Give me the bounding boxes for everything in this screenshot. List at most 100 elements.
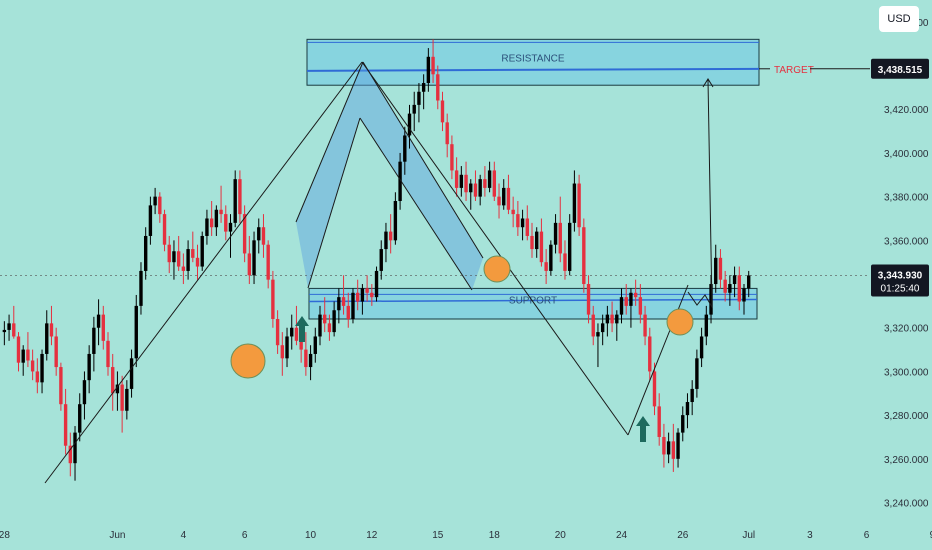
candle-body[interactable] xyxy=(120,384,124,411)
candle-body[interactable] xyxy=(351,292,355,319)
candle-body[interactable] xyxy=(421,83,426,92)
candle-body[interactable] xyxy=(539,231,544,263)
candle-body[interactable] xyxy=(633,292,638,298)
candle-body[interactable] xyxy=(445,122,449,145)
candle-body[interactable] xyxy=(365,288,369,293)
candle-body[interactable] xyxy=(290,327,294,337)
candle-body[interactable] xyxy=(497,196,501,206)
candle-body[interactable] xyxy=(426,56,431,84)
candle-body[interactable] xyxy=(153,196,157,206)
candle-body[interactable] xyxy=(26,349,30,361)
candle-body[interactable] xyxy=(379,249,383,271)
candle-body[interactable] xyxy=(657,406,661,437)
candle-body[interactable] xyxy=(742,288,746,302)
candle-body[interactable] xyxy=(313,336,317,354)
candle-body[interactable] xyxy=(337,297,341,311)
candle-body[interactable] xyxy=(530,235,534,250)
candle-body[interactable] xyxy=(492,170,497,197)
candle-body[interactable] xyxy=(558,222,562,254)
candle-body[interactable] xyxy=(629,292,633,306)
candle-body[interactable] xyxy=(520,218,525,228)
candle-body[interactable] xyxy=(181,266,186,271)
candle-body[interactable] xyxy=(440,100,445,123)
candle-body[interactable] xyxy=(16,336,21,363)
candle-body[interactable] xyxy=(115,384,120,394)
candle-body[interactable] xyxy=(21,349,25,363)
candle-body[interactable] xyxy=(355,292,360,302)
candle-body[interactable] xyxy=(219,209,223,215)
candle-body[interactable] xyxy=(129,358,134,389)
candle-body[interactable] xyxy=(224,214,228,232)
candle-body[interactable] xyxy=(728,284,732,293)
candle-body[interactable] xyxy=(648,336,652,372)
candle-body[interactable] xyxy=(304,349,308,368)
candle-body[interactable] xyxy=(685,402,690,416)
candle-body[interactable] xyxy=(567,222,572,271)
candle-body[interactable] xyxy=(544,262,548,271)
candle-body[interactable] xyxy=(266,244,270,280)
candle-body[interactable] xyxy=(638,297,643,315)
candle-body[interactable] xyxy=(139,270,143,306)
candle-body[interactable] xyxy=(261,227,266,245)
candle-body[interactable] xyxy=(605,314,610,324)
candle-body[interactable] xyxy=(487,170,492,188)
candle-body[interactable] xyxy=(191,249,195,258)
candle-body[interactable] xyxy=(87,353,91,381)
candle-body[interactable] xyxy=(200,235,204,267)
candle-body[interactable] xyxy=(308,353,313,368)
candle-body[interactable] xyxy=(403,135,407,162)
candle-body[interactable] xyxy=(502,187,506,206)
candle-body[interactable] xyxy=(148,205,153,236)
candle-body[interactable] xyxy=(30,360,35,372)
candle-body[interactable] xyxy=(643,314,647,337)
candle-body[interactable] xyxy=(92,327,96,354)
candle-body[interactable] xyxy=(690,388,694,403)
candle-body[interactable] xyxy=(360,288,365,302)
candle-body[interactable] xyxy=(709,284,713,315)
candle-body[interactable] xyxy=(2,329,7,333)
candle-body[interactable] xyxy=(718,257,723,280)
candle-body[interactable] xyxy=(388,231,393,241)
candle-body[interactable] xyxy=(280,345,285,359)
candle-body[interactable] xyxy=(257,227,261,241)
candle-body[interactable] xyxy=(596,332,600,337)
candle-body[interactable] xyxy=(82,380,87,405)
candle-body[interactable] xyxy=(483,179,487,188)
candle-body[interactable] xyxy=(586,284,591,315)
candle-body[interactable] xyxy=(577,183,581,228)
candle-body[interactable] xyxy=(271,279,275,319)
candle-body[interactable] xyxy=(167,244,171,263)
candle-body[interactable] xyxy=(106,340,110,368)
candle-body[interactable] xyxy=(134,305,138,359)
candle-body[interactable] xyxy=(671,441,676,459)
candle-body[interactable] xyxy=(511,209,515,215)
candle-body[interactable] xyxy=(327,323,332,333)
candle-body[interactable] xyxy=(549,244,553,271)
candle-body[interactable] xyxy=(398,161,402,202)
candle-body[interactable] xyxy=(469,183,473,193)
candle-body[interactable] xyxy=(666,441,671,455)
candle-body[interactable] xyxy=(652,371,657,407)
candle-body[interactable] xyxy=(464,174,468,193)
candle-body[interactable] xyxy=(525,218,529,236)
candle-body[interactable] xyxy=(162,214,167,245)
candle-body[interactable] xyxy=(59,367,63,405)
candle-body[interactable] xyxy=(186,249,190,271)
candle-body[interactable] xyxy=(275,318,280,346)
candle-body[interactable] xyxy=(125,388,129,411)
candle-body[interactable] xyxy=(318,314,322,337)
candle-body[interactable] xyxy=(68,445,73,464)
candle-body[interactable] xyxy=(209,218,214,228)
candle-body[interactable] xyxy=(172,251,176,263)
candle-body[interactable] xyxy=(431,56,435,75)
candle-body[interactable] xyxy=(473,183,478,197)
candle-body[interactable] xyxy=(346,305,350,319)
candle-body[interactable] xyxy=(158,196,162,215)
candle-body[interactable] xyxy=(704,314,709,337)
candle-body[interactable] xyxy=(582,227,586,285)
candle-body[interactable] xyxy=(615,314,619,324)
candle-body[interactable] xyxy=(45,323,49,354)
candle-body[interactable] xyxy=(252,240,256,276)
candle-body[interactable] xyxy=(238,179,242,215)
